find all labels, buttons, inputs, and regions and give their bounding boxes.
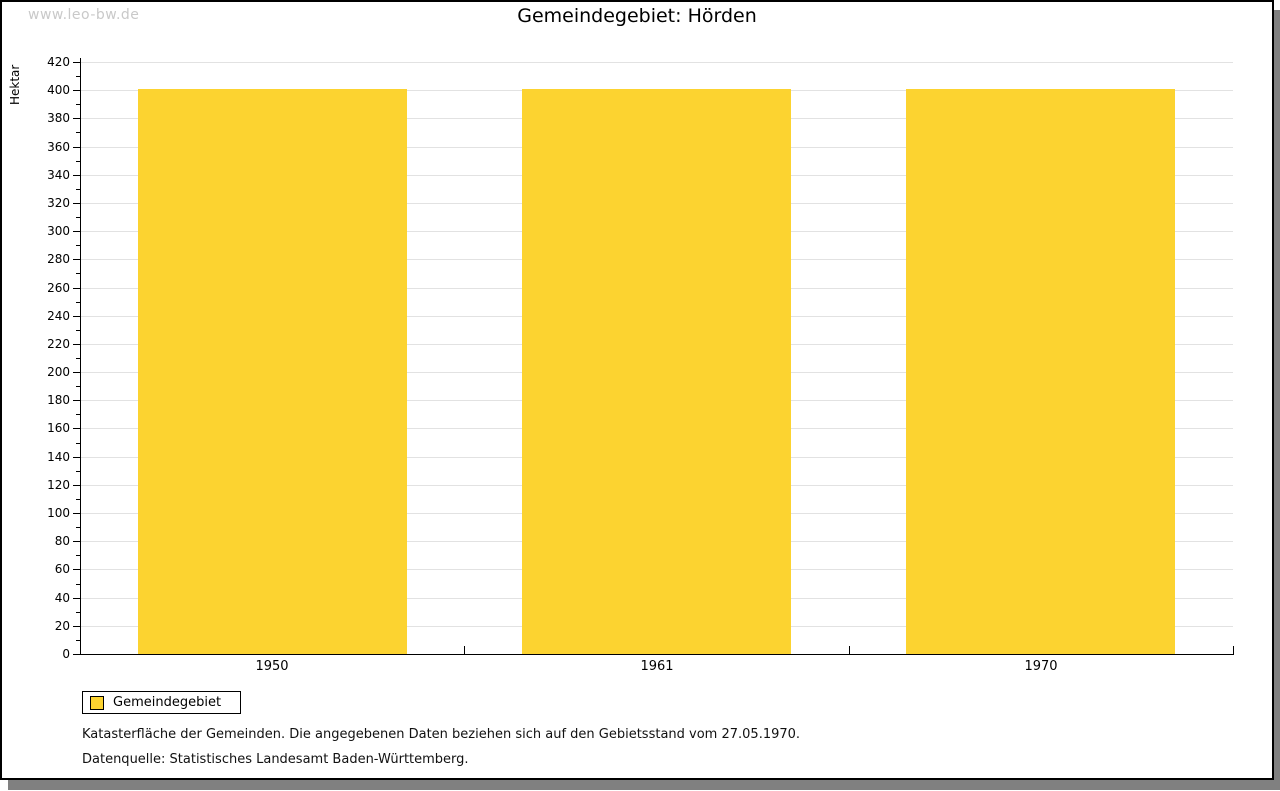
y-axis-major-tick bbox=[73, 62, 80, 63]
y-axis-tick-label: 140 bbox=[47, 450, 70, 464]
y-axis-major-tick bbox=[73, 344, 80, 345]
y-axis-tick-label: 340 bbox=[47, 168, 70, 182]
footer-source: Datenquelle: Statistisches Landesamt Bad… bbox=[82, 752, 469, 767]
y-axis-minor-tick bbox=[76, 386, 80, 387]
y-axis-minor-tick bbox=[76, 189, 80, 190]
bar bbox=[906, 89, 1175, 654]
y-axis-major-tick bbox=[73, 541, 80, 542]
y-axis-line bbox=[80, 58, 81, 655]
y-axis-tick-label: 420 bbox=[47, 55, 70, 69]
bar bbox=[522, 89, 791, 654]
y-axis-tick-label: 40 bbox=[54, 591, 70, 605]
y-axis-minor-tick bbox=[76, 330, 80, 331]
x-axis-boundary-tick bbox=[1233, 646, 1234, 654]
y-axis-tick-label: 160 bbox=[47, 421, 70, 435]
x-axis-boundary-tick bbox=[849, 646, 850, 654]
y-axis-minor-tick bbox=[76, 555, 80, 556]
y-axis-minor-tick bbox=[76, 358, 80, 359]
y-axis-major-tick bbox=[73, 118, 80, 119]
gridline bbox=[81, 62, 1233, 63]
y-axis-tick-label: 360 bbox=[47, 140, 70, 154]
y-axis-minor-tick bbox=[76, 302, 80, 303]
x-axis-category-label: 1970 bbox=[1024, 659, 1058, 674]
y-axis-minor-tick bbox=[76, 161, 80, 162]
y-axis-major-tick bbox=[73, 654, 80, 655]
y-axis-minor-tick bbox=[76, 612, 80, 613]
legend: Gemeindegebiet bbox=[82, 691, 241, 714]
x-axis-boundary-tick bbox=[464, 646, 465, 654]
y-axis-tick-label: 300 bbox=[47, 224, 70, 238]
y-axis-minor-tick bbox=[76, 414, 80, 415]
x-axis-line bbox=[80, 654, 1234, 655]
y-axis-tick-label: 60 bbox=[54, 562, 70, 576]
watermark: www.leo-bw.de bbox=[28, 7, 140, 23]
bar bbox=[138, 89, 407, 654]
y-axis-tick-label: 200 bbox=[47, 365, 70, 379]
y-axis-major-tick bbox=[73, 569, 80, 570]
footer-note: Katasterfläche der Gemeinden. Die angege… bbox=[82, 727, 801, 742]
y-axis-minor-tick bbox=[76, 217, 80, 218]
y-axis-major-tick bbox=[73, 400, 80, 401]
chart-title: Gemeindegebiet: Hörden bbox=[517, 5, 757, 27]
y-axis-minor-tick bbox=[76, 273, 80, 274]
y-axis-tick-label: 380 bbox=[47, 111, 70, 125]
y-axis-minor-tick bbox=[76, 584, 80, 585]
y-axis-major-tick bbox=[73, 231, 80, 232]
y-axis-minor-tick bbox=[76, 527, 80, 528]
y-axis-minor-tick bbox=[76, 132, 80, 133]
y-axis-tick-label: 400 bbox=[47, 83, 70, 97]
y-axis-major-tick bbox=[73, 259, 80, 260]
y-axis-major-tick bbox=[73, 147, 80, 148]
y-axis-tick-label: 80 bbox=[54, 534, 70, 548]
legend-label: Gemeindegebiet bbox=[113, 695, 222, 710]
y-axis-major-tick bbox=[73, 316, 80, 317]
y-axis-major-tick bbox=[73, 288, 80, 289]
y-axis-major-tick bbox=[73, 203, 80, 204]
y-axis-major-tick bbox=[73, 513, 80, 514]
y-axis-minor-tick bbox=[76, 499, 80, 500]
y-axis-major-tick bbox=[73, 428, 80, 429]
x-axis-category-label: 1961 bbox=[640, 659, 674, 674]
y-axis-tick-label: 20 bbox=[54, 619, 70, 633]
y-axis-tick-label: 100 bbox=[47, 506, 70, 520]
y-axis-minor-tick bbox=[76, 471, 80, 472]
y-axis-major-tick bbox=[73, 485, 80, 486]
y-axis-major-tick bbox=[73, 598, 80, 599]
y-axis-minor-tick bbox=[76, 443, 80, 444]
y-axis-title: Hektar bbox=[8, 64, 22, 105]
y-axis-tick-label: 260 bbox=[47, 281, 70, 295]
y-axis-tick-label: 180 bbox=[47, 393, 70, 407]
y-axis-tick-label: 0 bbox=[62, 647, 70, 661]
y-axis-minor-tick bbox=[76, 640, 80, 641]
y-axis-major-tick bbox=[73, 90, 80, 91]
y-axis-major-tick bbox=[73, 626, 80, 627]
y-axis-tick-label: 220 bbox=[47, 337, 70, 351]
y-axis-minor-tick bbox=[76, 245, 80, 246]
y-axis-tick-label: 320 bbox=[47, 196, 70, 210]
y-axis-tick-label: 240 bbox=[47, 309, 70, 323]
y-axis-major-tick bbox=[73, 457, 80, 458]
x-axis-category-label: 1950 bbox=[255, 659, 289, 674]
y-axis-tick-label: 120 bbox=[47, 478, 70, 492]
y-axis-major-tick bbox=[73, 175, 80, 176]
y-axis-major-tick bbox=[73, 372, 80, 373]
y-axis-tick-label: 280 bbox=[47, 252, 70, 266]
y-axis-minor-tick bbox=[76, 76, 80, 77]
y-axis-minor-tick bbox=[76, 104, 80, 105]
legend-swatch-icon bbox=[90, 695, 104, 710]
